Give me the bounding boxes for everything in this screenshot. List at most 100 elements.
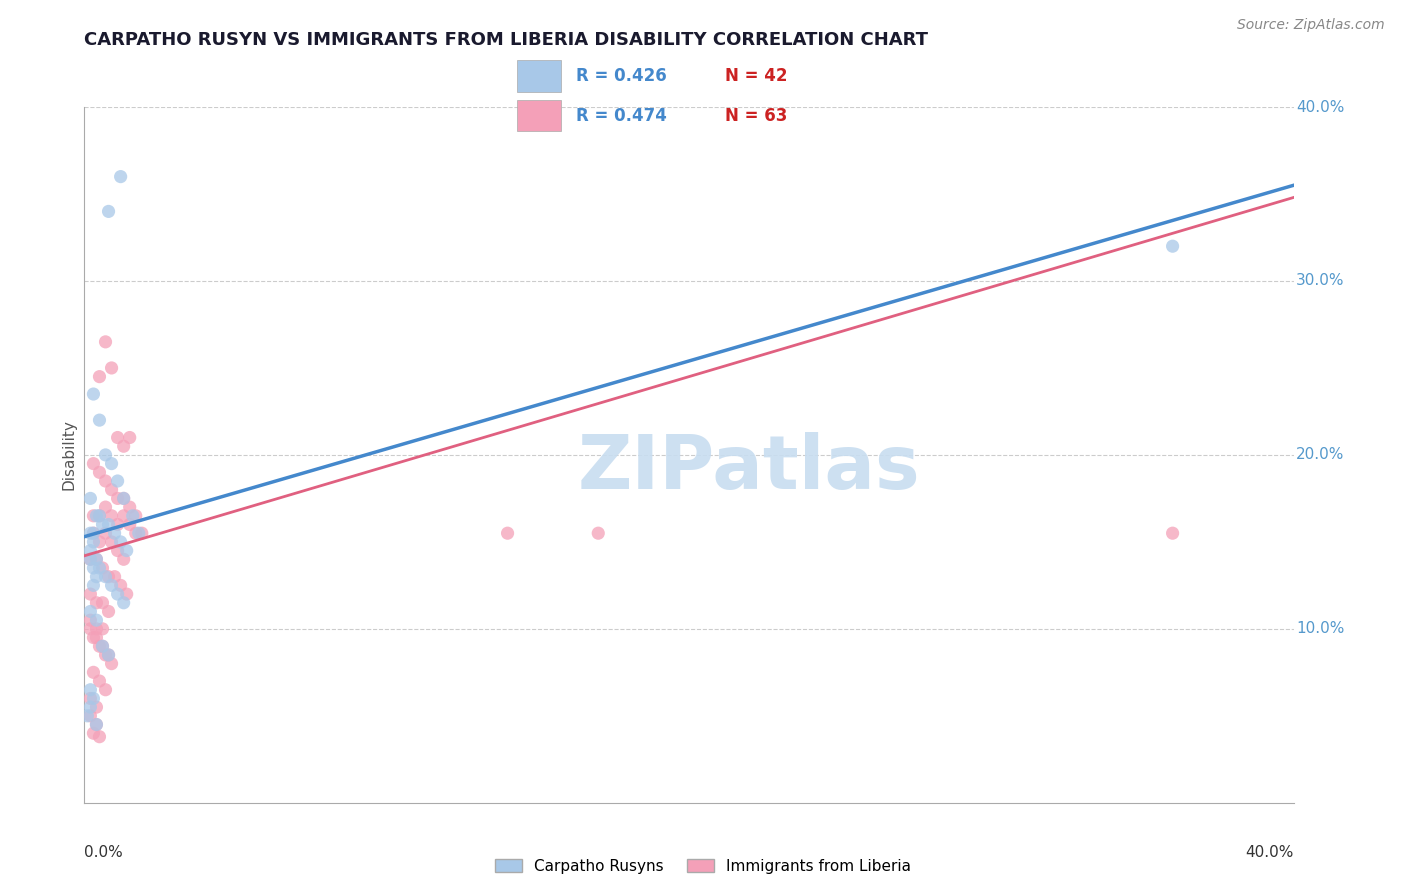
Point <box>79 605 101 619</box>
Point <box>97 570 120 584</box>
Point <box>121 508 143 523</box>
Point <box>100 534 122 549</box>
Point <box>110 169 132 184</box>
Point <box>107 587 129 601</box>
Point <box>79 552 101 566</box>
Point <box>107 474 129 488</box>
Point <box>82 561 104 575</box>
Point <box>82 387 104 401</box>
Point <box>112 552 135 566</box>
Point <box>94 474 117 488</box>
Point <box>104 526 127 541</box>
Point <box>86 631 108 645</box>
Point <box>1161 239 1184 253</box>
Point <box>79 691 101 706</box>
Point <box>82 526 104 541</box>
Text: R = 0.426: R = 0.426 <box>575 67 666 85</box>
Text: 20.0%: 20.0% <box>1296 448 1344 462</box>
Point <box>107 491 129 506</box>
Point <box>82 691 104 706</box>
Point <box>86 613 108 627</box>
Point <box>79 543 101 558</box>
Point <box>86 700 108 714</box>
Point <box>94 500 117 514</box>
Point <box>112 491 135 506</box>
Point <box>86 717 108 731</box>
Point <box>110 534 132 549</box>
Point <box>107 543 129 558</box>
Point <box>86 570 108 584</box>
Point <box>118 517 141 532</box>
Point <box>94 682 117 697</box>
Point <box>82 508 104 523</box>
Point <box>100 508 122 523</box>
Point <box>91 596 114 610</box>
Point <box>91 639 114 653</box>
Text: N = 42: N = 42 <box>725 67 787 85</box>
Point <box>107 431 129 445</box>
Point <box>94 648 117 662</box>
Text: Source: ZipAtlas.com: Source: ZipAtlas.com <box>1237 18 1385 32</box>
Point <box>79 708 101 723</box>
Point <box>100 457 122 471</box>
Point <box>89 508 111 523</box>
Y-axis label: Disability: Disability <box>60 419 76 491</box>
Point <box>89 561 111 575</box>
Point <box>94 334 117 349</box>
Point <box>100 360 122 375</box>
Text: 40.0%: 40.0% <box>1296 100 1344 114</box>
Point <box>86 508 108 523</box>
Point <box>112 439 135 453</box>
Point <box>94 526 117 541</box>
Point <box>82 726 104 740</box>
Point <box>94 448 117 462</box>
Point <box>86 596 108 610</box>
Point <box>115 543 138 558</box>
Point <box>94 570 117 584</box>
Point <box>79 552 101 566</box>
Point <box>89 466 111 480</box>
Point <box>588 526 610 541</box>
Point <box>89 730 111 744</box>
Text: CARPATHO RUSYN VS IMMIGRANTS FROM LIBERIA DISABILITY CORRELATION CHART: CARPATHO RUSYN VS IMMIGRANTS FROM LIBERI… <box>84 31 928 49</box>
Point <box>100 483 122 497</box>
Point <box>104 570 127 584</box>
Point <box>118 431 141 445</box>
Text: R = 0.474: R = 0.474 <box>575 107 666 125</box>
FancyBboxPatch shape <box>517 61 561 92</box>
Point <box>89 674 111 689</box>
Point <box>91 561 114 575</box>
Point <box>97 648 120 662</box>
Point <box>100 657 122 671</box>
Point <box>82 665 104 680</box>
Point <box>131 526 153 541</box>
Point <box>82 457 104 471</box>
Point <box>97 517 120 532</box>
Point <box>86 552 108 566</box>
Point <box>79 700 101 714</box>
Point <box>89 639 111 653</box>
Point <box>82 534 104 549</box>
Text: 30.0%: 30.0% <box>1296 274 1344 288</box>
Point <box>89 413 111 427</box>
Point <box>89 369 111 384</box>
Point <box>79 526 101 541</box>
Point <box>97 648 120 662</box>
Point <box>115 587 138 601</box>
FancyBboxPatch shape <box>517 100 561 131</box>
Legend: Carpatho Rusyns, Immigrants from Liberia: Carpatho Rusyns, Immigrants from Liberia <box>488 853 918 880</box>
Point <box>118 500 141 514</box>
Text: ZIPatlas: ZIPatlas <box>578 433 921 506</box>
Point <box>79 622 101 636</box>
Point <box>112 596 135 610</box>
Text: 40.0%: 40.0% <box>1246 845 1294 860</box>
Point <box>110 578 132 592</box>
Point <box>1161 526 1184 541</box>
Point <box>91 517 114 532</box>
Point <box>82 526 104 541</box>
Point <box>496 526 519 541</box>
Point <box>86 622 108 636</box>
Point <box>82 578 104 592</box>
Point <box>100 578 122 592</box>
Text: 10.0%: 10.0% <box>1296 622 1344 636</box>
